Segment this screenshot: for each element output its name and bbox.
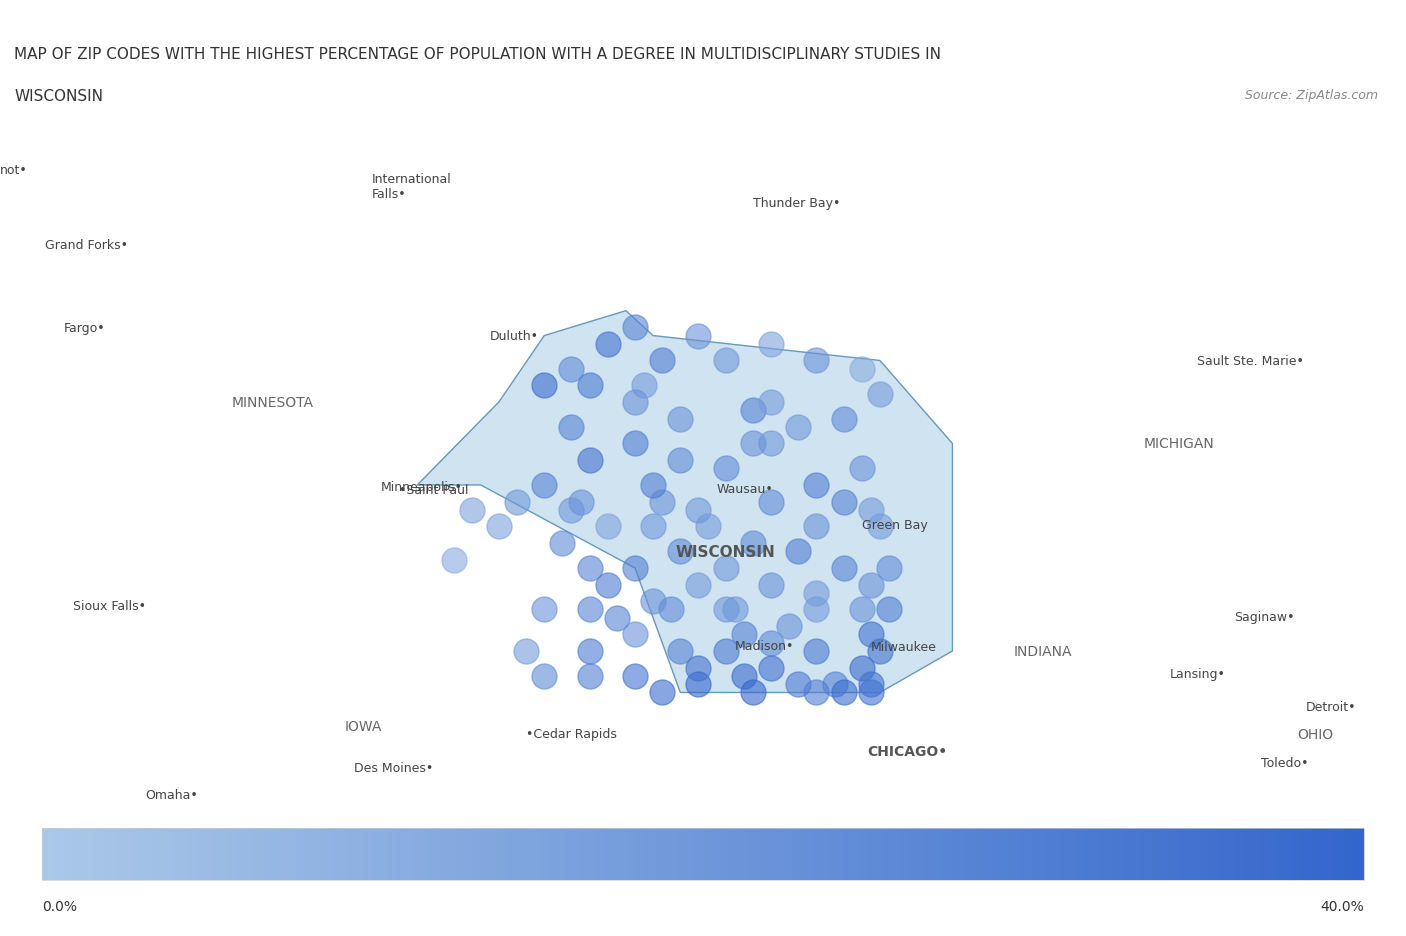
Text: Duluth•: Duluth• [489,329,538,343]
Text: WISCONSIN: WISCONSIN [14,89,103,104]
Text: Omaha•: Omaha• [145,788,198,801]
Text: MAP OF ZIP CODES WITH THE HIGHEST PERCENTAGE OF POPULATION WITH A DEGREE IN MULT: MAP OF ZIP CODES WITH THE HIGHEST PERCEN… [14,47,941,62]
Text: Grand Forks•: Grand Forks• [45,239,128,252]
Text: Detroit•: Detroit• [1306,700,1357,713]
Text: Lincoln•: Lincoln• [73,827,124,841]
Text: WISCONSIN: WISCONSIN [676,545,776,560]
Text: Lansing•: Lansing• [1170,667,1226,680]
Text: Fargo•: Fargo• [63,321,105,334]
Text: 0.0%: 0.0% [42,899,77,913]
Text: MICHIGAN: MICHIGAN [1144,437,1215,451]
Text: Toledo•: Toledo• [1261,756,1309,768]
Text: 40.0%: 40.0% [1320,899,1364,913]
Text: •Saint Paul: •Saint Paul [399,483,468,496]
Text: Minneapolis•: Minneapolis• [381,480,463,493]
Text: not•: not• [0,164,28,177]
Text: Saginaw•: Saginaw• [1233,610,1294,623]
Text: IOWA: IOWA [344,719,381,733]
Text: Peoria•: Peoria• [717,836,762,849]
Text: Thunder Bay•: Thunder Bay• [752,197,841,210]
Text: Green Bay: Green Bay [862,519,928,532]
Text: Wausau•: Wausau• [717,482,773,495]
Text: •Cedar Rapids: •Cedar Rapids [526,727,617,740]
Text: Source: ZipAtlas.com: Source: ZipAtlas.com [1244,89,1378,102]
Text: CHICAGO•: CHICAGO• [868,744,948,758]
Polygon shape [418,312,952,693]
Text: Sault Ste. Marie•: Sault Ste. Marie• [1198,355,1305,368]
Text: Milwaukee: Milwaukee [870,640,936,653]
Text: Des Moines•: Des Moines• [354,761,433,774]
Text: OHIO: OHIO [1298,727,1333,741]
Text: International
Falls•: International Falls• [373,173,451,201]
Text: Madison•: Madison• [735,639,794,652]
Text: Sioux Falls•: Sioux Falls• [73,599,146,612]
Text: INDIANA: INDIANA [1014,644,1073,658]
Text: MINNESOTA: MINNESOTA [231,396,314,410]
